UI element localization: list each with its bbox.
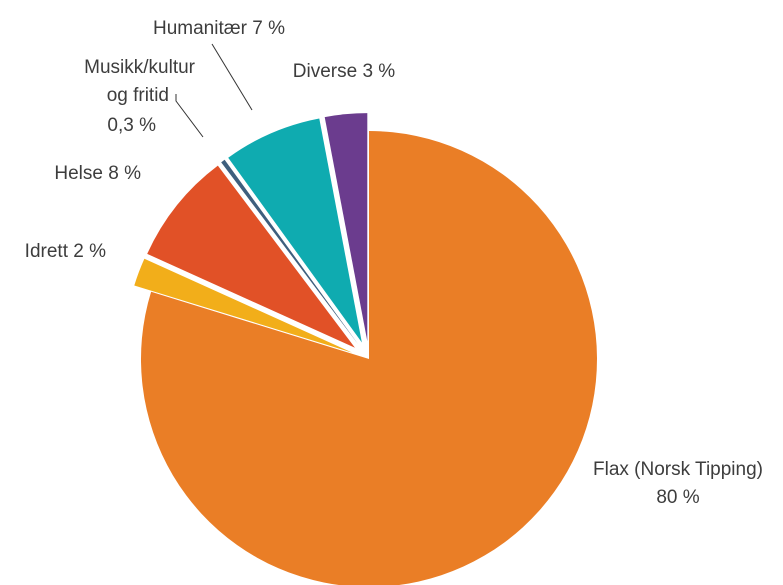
- leader-line-musikk: [175, 94, 204, 138]
- pie-slices: [134, 113, 597, 585]
- label-idrett: Idrett 2 %: [25, 241, 106, 262]
- pie-slice-4: [228, 118, 362, 343]
- label-musikk-line2: og fritid: [107, 85, 169, 106]
- label-musikk-line1: Musikk/kultur: [84, 57, 196, 78]
- label-diverse: Diverse 3 %: [293, 61, 396, 82]
- pie-slice-0: [141, 131, 597, 585]
- pie-slice-1: [134, 258, 353, 353]
- pie-slice-5: [324, 113, 368, 342]
- label-musikk-value: 0,3 %: [107, 115, 156, 136]
- label-flax-value: 80 %: [656, 487, 699, 508]
- label-helse: Helse 8 %: [54, 163, 141, 184]
- label-flax-name: Flax (Norsk Tipping): [593, 459, 763, 480]
- pie-slice-3: [221, 159, 359, 345]
- label-humanitaer: Humanitær 7 %: [153, 18, 285, 39]
- pie-slice-2: [147, 165, 355, 348]
- leader-line-humanitaer: [211, 43, 253, 111]
